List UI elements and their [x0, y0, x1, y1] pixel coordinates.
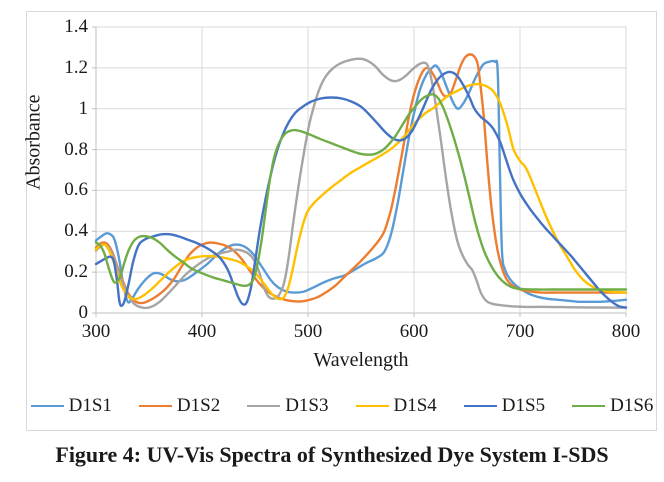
legend-item-D1S6: D1S6 — [572, 395, 653, 417]
series-line-D1S6 — [94, 93, 628, 291]
x-tick-label: 500 — [293, 321, 323, 342]
y-tick-label: 0.8 — [64, 138, 88, 160]
figure-caption: Figure 4: UV-Vis Spectra of Synthesized … — [55, 442, 609, 467]
legend-swatch-D1S3 — [247, 404, 281, 408]
x-tick-label: 600 — [399, 321, 429, 342]
y-axis-title: Absorbance — [23, 94, 46, 190]
x-tick-label: 400 — [187, 321, 217, 342]
y-tick-label: 0.2 — [64, 261, 88, 283]
series-line-D1S3 — [94, 57, 628, 310]
legend-label-D1S5: D1S5 — [501, 395, 546, 416]
legend-item-D1S4: D1S4 — [355, 395, 437, 417]
x-tick-label: 700 — [505, 321, 535, 342]
x-tick-label: 300 — [81, 321, 111, 342]
series-line-D1S2 — [94, 53, 628, 305]
legend-swatch-D1S4 — [355, 404, 389, 408]
legend-swatch-D1S2 — [138, 404, 172, 408]
y-tick-label: 0.6 — [64, 179, 88, 201]
x-tick-label: 800 — [611, 321, 641, 342]
chart-legend: D1S1 D1S2 D1S3 D1S4 D1S5 D1S6 — [27, 395, 657, 417]
y-tick-label: 1.2 — [64, 56, 88, 78]
series-line-D1S4 — [94, 82, 628, 301]
legend-label-D1S4: D1S4 — [393, 395, 437, 416]
legend-label-D1S6: D1S6 — [610, 395, 654, 416]
legend-label-D1S2: D1S2 — [176, 395, 221, 416]
y-tick-label: 0.4 — [64, 220, 88, 242]
series-line-D1S5 — [94, 70, 628, 309]
y-tick-label: 1 — [78, 97, 89, 119]
legend-swatch-D1S5 — [463, 404, 497, 408]
legend-label-D1S1: D1S1 — [68, 395, 112, 416]
legend-label-D1S3: D1S3 — [285, 395, 329, 416]
legend-item-D1S2: D1S2 — [138, 395, 221, 417]
legend-item-D1S3: D1S3 — [247, 395, 329, 417]
legend-swatch-D1S1 — [30, 404, 64, 408]
y-tick-label: 0 — [78, 302, 89, 323]
legend-item-D1S1: D1S1 — [30, 395, 112, 417]
legend-swatch-D1S6 — [572, 404, 606, 408]
x-axis-title: Wavelength — [313, 349, 409, 371]
legend-item-D1S5: D1S5 — [463, 395, 546, 417]
chart-area — [26, 11, 657, 431]
y-tick-label: 1.4 — [64, 16, 88, 37]
